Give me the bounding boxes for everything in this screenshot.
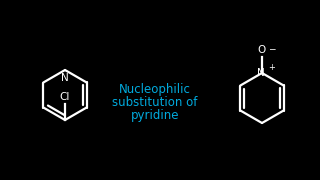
Text: Nucleophilic: Nucleophilic <box>119 84 191 96</box>
Text: −: − <box>268 44 276 53</box>
Text: Cl: Cl <box>60 92 70 102</box>
Text: +: + <box>268 64 275 73</box>
Text: O: O <box>257 45 265 55</box>
Text: N: N <box>257 68 265 78</box>
Text: pyridine: pyridine <box>131 109 179 123</box>
Text: N: N <box>61 73 69 83</box>
Text: substitution of: substitution of <box>112 96 198 109</box>
